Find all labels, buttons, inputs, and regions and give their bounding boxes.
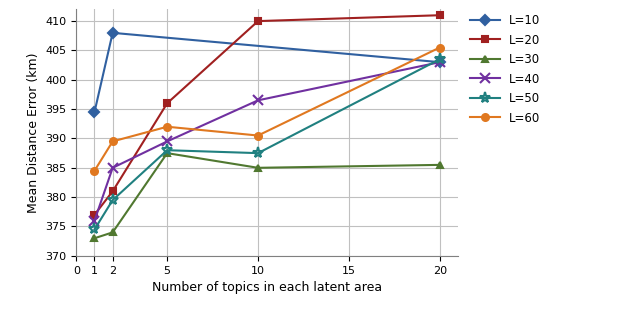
L=60 [436, 46, 443, 49]
X-axis label: Number of topics in each latent area: Number of topics in each latent area [152, 281, 382, 294]
L=20 [91, 213, 99, 217]
L=50 [436, 57, 443, 61]
L=40 [109, 166, 116, 170]
L=30 [254, 166, 262, 170]
L=30 [163, 151, 171, 155]
Y-axis label: Mean Distance Error (km): Mean Distance Error (km) [27, 52, 40, 213]
L=30 [109, 231, 116, 234]
L=60 [254, 134, 262, 137]
Line: L=10: L=10 [91, 29, 443, 115]
L=20 [109, 189, 116, 193]
L=50 [109, 198, 116, 202]
Line: L=60: L=60 [91, 44, 443, 174]
L=20 [436, 13, 443, 17]
L=50 [91, 227, 99, 231]
L=60 [163, 125, 171, 129]
L=40 [91, 219, 99, 222]
L=50 [163, 148, 171, 152]
Line: L=50: L=50 [89, 54, 445, 235]
L=40 [163, 139, 171, 143]
L=10 [91, 110, 99, 114]
L=40 [254, 99, 262, 102]
Legend: L=10, L=20, L=30, L=40, L=50, L=60: L=10, L=20, L=30, L=40, L=50, L=60 [466, 9, 545, 129]
L=20 [163, 101, 171, 105]
Line: L=40: L=40 [90, 57, 445, 226]
L=30 [91, 236, 99, 240]
L=10 [436, 60, 443, 64]
Line: L=30: L=30 [91, 150, 443, 242]
L=40 [436, 60, 443, 64]
L=30 [436, 163, 443, 167]
L=20 [254, 19, 262, 23]
L=60 [91, 169, 99, 173]
L=60 [109, 139, 116, 143]
L=50 [254, 151, 262, 155]
L=10 [109, 31, 116, 35]
Line: L=20: L=20 [91, 12, 443, 218]
